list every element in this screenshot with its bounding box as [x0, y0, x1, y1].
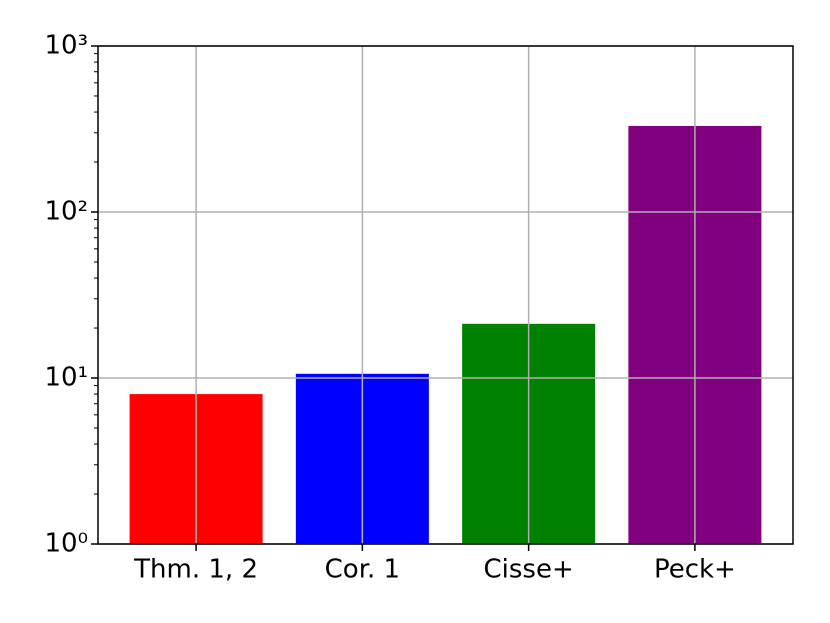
y-tick-label: 10⁰ — [44, 529, 88, 559]
x-tick-label: Cor. 1 — [325, 555, 400, 585]
x-tick-label: Thm. 1, 2 — [133, 555, 258, 585]
x-tick-label: Cisse+ — [484, 555, 574, 585]
axes-frame — [97, 45, 794, 545]
x-tick-label: Peck+ — [654, 555, 736, 585]
y-tick-label: 10¹ — [44, 363, 88, 393]
y-tick-label: 10³ — [44, 31, 88, 61]
y-tick-label: 10² — [44, 197, 88, 227]
